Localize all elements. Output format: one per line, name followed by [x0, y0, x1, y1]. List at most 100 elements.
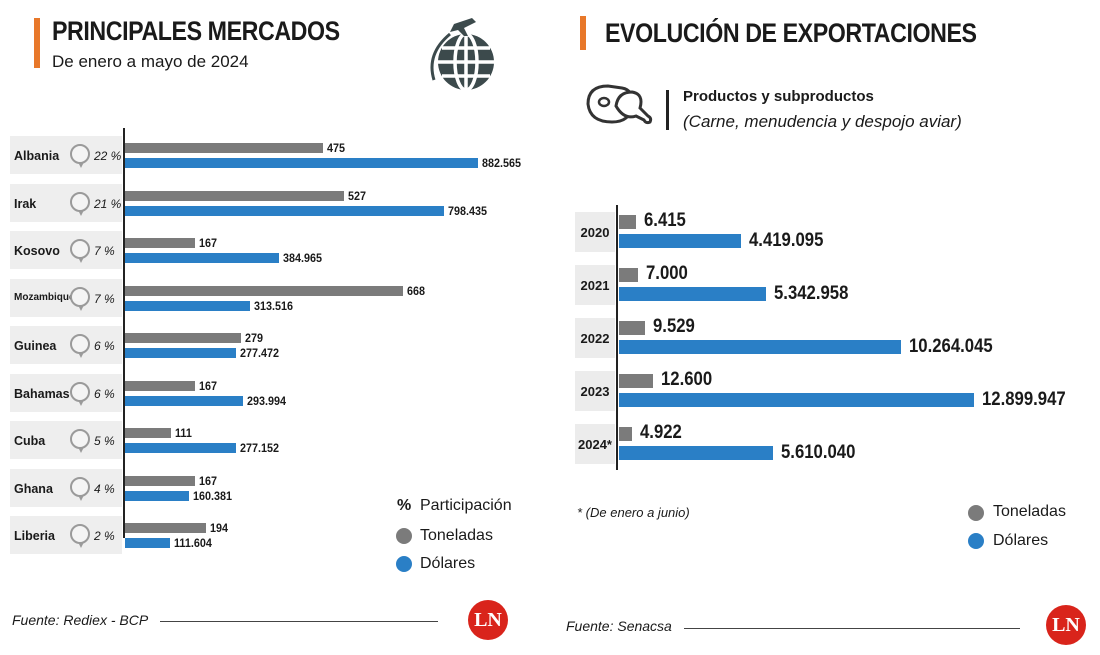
value-toneladas: 9.529 [652, 316, 695, 337]
bar-toneladas [125, 428, 172, 438]
category-label: Irak [14, 196, 37, 211]
year-label: 2024* [575, 424, 615, 464]
bar-dolares [125, 538, 170, 548]
participation-label: 4 % [94, 481, 115, 496]
bar-dolares [125, 253, 279, 263]
value-toneladas: 12.600 [661, 369, 713, 390]
category-label: Ghana [14, 481, 53, 496]
value-dolares: 12.899.947 [982, 389, 1066, 410]
category-label: Bahamas [14, 386, 70, 401]
bar-dolares [619, 446, 774, 460]
category-band [10, 136, 122, 174]
category-label: Albania [14, 149, 60, 163]
legend-toneladas-swatch [396, 528, 412, 544]
value-toneladas: 475 [326, 141, 345, 155]
bar-toneladas [125, 475, 195, 486]
category-band [10, 231, 122, 269]
legend-participacion: Participación [420, 497, 512, 514]
bar-toneladas [125, 143, 323, 153]
value-toneladas: 7.000 [645, 263, 688, 284]
bar-dolares [125, 395, 243, 406]
bar-toneladas [125, 190, 345, 201]
product-subtitle: (Carne, menudencia y despojo aviar) [683, 112, 962, 131]
category-band [10, 183, 122, 222]
flag-pin-icon [70, 239, 90, 263]
bar-dolares [125, 300, 251, 311]
value-toneladas: 111 [175, 426, 193, 440]
flag-pin-icon [70, 524, 90, 548]
legend-toneladas: Toneladas [420, 527, 493, 544]
value-dolares: 882.565 [482, 156, 522, 170]
category-band [10, 516, 122, 554]
bar-dolares [125, 158, 478, 168]
category-band [10, 421, 122, 459]
value-toneladas: 527 [348, 188, 367, 203]
flag-pin-icon [70, 286, 90, 311]
left-subtitle: De enero a mayo de 2024 [52, 52, 249, 71]
right-legend-dolares-swatch [968, 533, 984, 549]
bar-toneladas [125, 238, 195, 248]
value-toneladas: 6.415 [644, 210, 687, 231]
value-dolares: 277.152 [239, 441, 279, 455]
category-band [10, 373, 122, 412]
bar-dolares [125, 348, 236, 358]
legend-dolares-swatch [396, 556, 412, 572]
value-dolares: 384.965 [282, 251, 323, 265]
right-legend-toneladas-swatch [968, 505, 984, 521]
category-band [10, 326, 122, 364]
participation-label: 21 % [94, 196, 122, 211]
year-label: 2023 [575, 371, 615, 411]
participation-label: 22 % [94, 149, 122, 163]
value-dolares: 277.472 [239, 346, 280, 360]
participation-label: 7 % [94, 244, 115, 258]
right-legend-dolares: Dólares [993, 532, 1049, 549]
flag-pin-icon [70, 334, 90, 358]
ln-logo: LN [468, 600, 508, 640]
bar-dolares [619, 234, 741, 248]
footnote: * (De enero a junio) [577, 505, 690, 520]
participation-label: 6 % [94, 386, 115, 401]
bar-toneladas [619, 321, 645, 335]
bar-toneladas [619, 374, 653, 388]
legend-dolares: Dólares [420, 555, 476, 572]
category-label: Guinea [14, 339, 57, 353]
left-axis-line [123, 128, 125, 538]
flag-pin-icon [70, 144, 90, 168]
product-title: Productos y subproductos [683, 88, 874, 105]
bar-dolares [619, 340, 902, 354]
left-source: Fuente: Rediex - BCP [12, 612, 149, 628]
right-source-rule [684, 628, 1020, 629]
ln-logo-right: LN [1046, 605, 1086, 645]
value-dolares: 5.610.040 [781, 442, 856, 463]
value-dolares: 10.264.045 [909, 336, 994, 357]
bar-toneladas [619, 268, 638, 282]
bar-dolares [125, 490, 190, 501]
right-legend-toneladas: Toneladas [993, 503, 1066, 520]
value-dolares: 293.994 [246, 393, 286, 408]
right-source: Fuente: Senacsa [566, 618, 672, 634]
left-title: PRINCIPALES MERCADOS [52, 16, 340, 46]
flag-pin-icon [70, 429, 90, 453]
flag-pin-icon [70, 381, 90, 406]
bar-toneladas [125, 285, 403, 296]
chicken-meat-icon [586, 84, 653, 125]
value-toneladas: 194 [209, 521, 228, 535]
bar-dolares [619, 393, 974, 407]
flag-pin-icon [70, 191, 90, 216]
value-toneladas: 167 [198, 378, 217, 393]
category-band [10, 468, 122, 507]
category-label: Cuba [14, 434, 46, 448]
value-dolares: 798.435 [448, 203, 488, 218]
participation-label: 2 % [94, 529, 115, 543]
bar-dolares [619, 287, 767, 301]
bar-toneladas [125, 380, 195, 391]
product-divider [666, 90, 669, 130]
bar-dolares [125, 443, 236, 453]
category-band [10, 278, 122, 317]
value-toneladas: 167 [198, 236, 217, 250]
right-accent-bar [580, 16, 586, 50]
left-source-rule [160, 621, 438, 622]
right-axis-line [616, 205, 618, 470]
participation-label: 6 % [94, 339, 115, 353]
value-toneladas: 167 [198, 473, 217, 488]
